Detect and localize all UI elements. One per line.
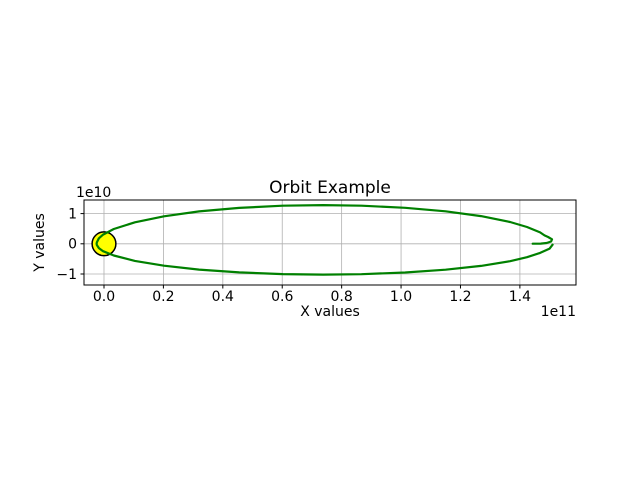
x-axis-label: X values <box>300 304 360 320</box>
x-tick-label: 0.4 <box>212 289 234 305</box>
x-axis-offset-text: 1e11 <box>541 304 576 320</box>
x-tick-label: 1.4 <box>509 289 531 305</box>
tick-labels: 0.0 0.2 0.4 0.6 0.8 1.0 1.2 1.4 −1 0 1 <box>56 206 531 305</box>
x-tick-label: 0.8 <box>331 289 353 305</box>
x-tick-label: 0.6 <box>271 289 293 305</box>
orbit-trajectory-line <box>95 204 554 276</box>
y-tick-label: −1 <box>56 267 77 283</box>
plot-title: Orbit Example <box>269 178 391 198</box>
gridlines <box>84 200 576 285</box>
y-axis-label: Y values <box>32 213 48 273</box>
x-tick-label: 0.0 <box>93 289 115 305</box>
y-tick-label: 1 <box>68 206 77 222</box>
tick-marks <box>80 213 521 289</box>
y-axis-offset-text: 1e10 <box>76 185 111 201</box>
plot-data-layer <box>91 204 554 276</box>
y-tick-label: 0 <box>68 237 77 253</box>
x-tick-label: 1.2 <box>449 289 471 305</box>
x-tick-label: 1.0 <box>390 289 412 305</box>
axes-spines <box>83 199 577 286</box>
x-tick-label: 0.2 <box>152 289 174 305</box>
